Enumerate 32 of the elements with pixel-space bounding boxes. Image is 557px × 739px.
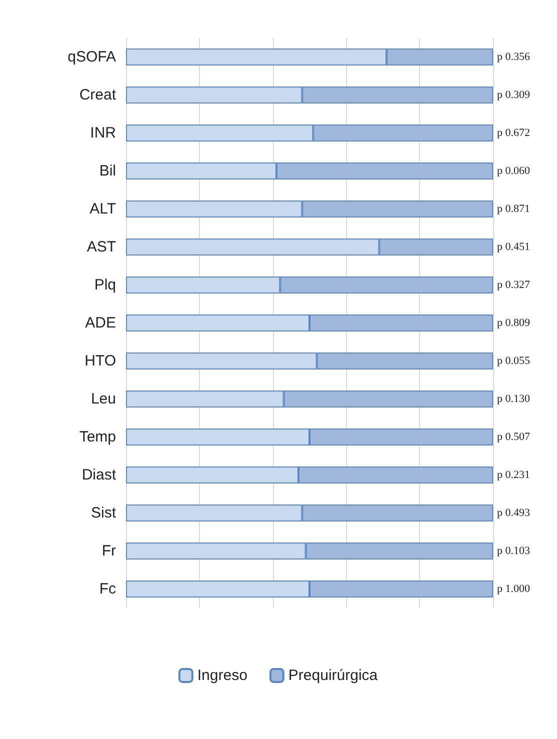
y-tick-label: Bil [99, 162, 116, 180]
text: p 1.000 [497, 583, 530, 595]
y-tick-label: ALT [90, 200, 116, 218]
text: p 0.231 [497, 469, 530, 481]
y-tick-label: Fr [102, 542, 116, 560]
y-tick-label: Temp [79, 428, 116, 446]
text: p 0.356 [497, 51, 530, 63]
text: p 0.060 [497, 165, 530, 177]
text: p 0.672 [497, 127, 530, 139]
text: p 0.507 [497, 431, 530, 443]
text: p 0.130 [497, 393, 530, 405]
y-tick-label: INR [90, 124, 116, 142]
text: p 0.055 [497, 355, 530, 367]
y-tick-label: HTO [84, 352, 116, 370]
legend-label: Ingreso [197, 667, 248, 684]
y-tick-label: Leu [90, 390, 116, 408]
y-tick-label: Sist [90, 504, 117, 522]
y-tick-label: AST [86, 238, 116, 256]
text: p 0.871 [497, 203, 530, 215]
y-tick-label: Diast [82, 466, 117, 484]
text: p 0.327 [497, 279, 530, 291]
legend-label: Prequirúrgica [288, 667, 378, 684]
y-tick-label: Fc [99, 580, 116, 598]
text: p 0.451 [497, 241, 530, 253]
y-tick-label: Creat [79, 86, 117, 104]
y-tick-label: qSOFA [68, 48, 116, 66]
text: p 0.309 [497, 89, 530, 101]
text: p 0.103 [497, 545, 530, 557]
text: p 0.809 [497, 317, 530, 329]
y-tick-label: Plq [94, 276, 116, 294]
text: p 0.493 [497, 507, 530, 519]
y-tick-label: ADE [85, 314, 116, 332]
